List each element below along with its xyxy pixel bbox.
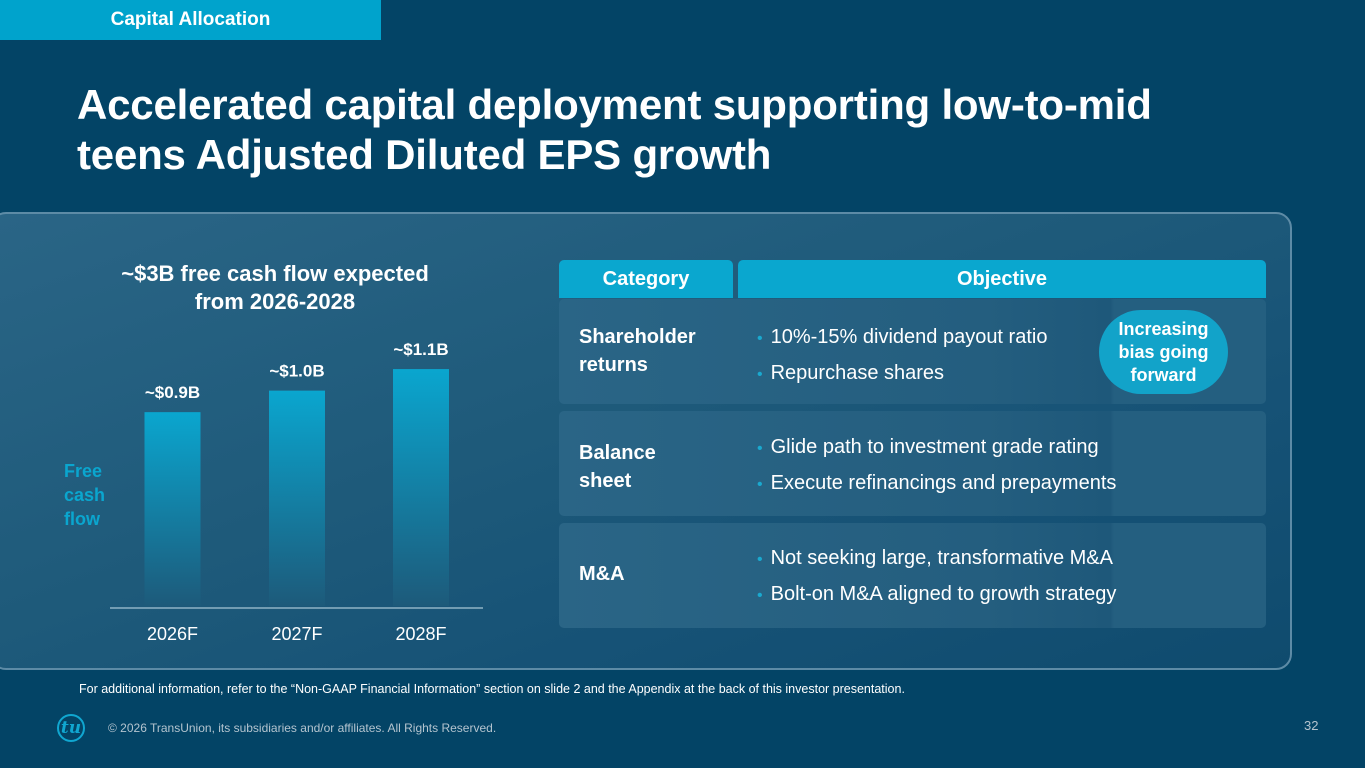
bullet-icon: •: [757, 551, 763, 568]
callout-line: bias going: [1118, 341, 1209, 362]
table-header-category: Category: [559, 260, 733, 298]
objective-item: • Glide path to investment grade rating: [757, 430, 1116, 466]
bar-2027F: [269, 390, 325, 606]
transunion-logo-icon: tu: [57, 714, 85, 742]
section-tab: Capital Allocation: [0, 0, 381, 40]
callout-line: forward: [1130, 364, 1197, 385]
chart-y-axis-label: Free cash flow: [64, 459, 105, 531]
objective-item: • Not seeking large, transformative M&A: [757, 541, 1116, 577]
callout-line: Increasing: [1118, 318, 1209, 339]
objective-text: Glide path to investment grade rating: [770, 436, 1099, 458]
objective-text: Not seeking large, transformative M&A: [770, 547, 1113, 569]
bullet-icon: •: [757, 476, 763, 493]
category-line: returns: [579, 354, 648, 376]
bullet-icon: •: [757, 440, 763, 457]
chart-title-line-2: from 2026-2028: [194, 289, 356, 314]
table-row-m-and-a: M&A • Not seeking large, transformative M…: [559, 523, 1266, 628]
table-header-objective: Objective: [738, 260, 1266, 298]
objective-list: • Not seeking large, transformative M&A •…: [757, 541, 1116, 613]
objective-text: 10%-15% dividend payout ratio: [770, 326, 1048, 348]
footnote: For additional information, refer to the…: [79, 682, 905, 696]
copyright: © 2026 TransUnion, its subsidiaries and/…: [108, 721, 497, 735]
category-line: M&A: [579, 563, 625, 585]
chart-title-line-1: ~$3B free cash flow expected: [121, 261, 429, 286]
objective-item: • Execute refinancings and prepayments: [757, 466, 1116, 502]
bullet-icon: •: [757, 330, 763, 347]
x-tick-label: 2027F: [271, 624, 322, 644]
row-category: M&A: [579, 560, 625, 588]
category-line: sheet: [579, 470, 632, 492]
objective-item: • 10%-15% dividend payout ratio: [757, 320, 1047, 356]
objective-item: • Repurchase shares: [757, 356, 1047, 392]
bar-value-label: ~$1.0B: [269, 362, 324, 381]
y-label-line: flow: [64, 509, 100, 529]
category-line: Shareholder: [579, 326, 696, 348]
objective-list: • Glide path to investment grade rating •…: [757, 430, 1116, 502]
x-tick-label: 2026F: [147, 624, 198, 644]
bar-2028F: [393, 369, 449, 606]
row-category: Balance sheet: [579, 439, 656, 495]
objective-text: Bolt-on M&A aligned to growth strategy: [770, 583, 1117, 605]
page-title: Accelerated capital deployment supportin…: [77, 81, 1152, 178]
x-tick-label: 2028F: [395, 624, 446, 644]
y-label-line: Free: [64, 461, 103, 481]
bar-2026F: [144, 412, 201, 606]
bullet-icon: •: [757, 587, 763, 604]
category-line: Balance: [579, 442, 656, 464]
y-label-line: cash: [64, 485, 106, 505]
table-row-balance-sheet: Balance sheet • Glide path to investment …: [559, 411, 1266, 516]
row-category: Shareholder returns: [579, 323, 696, 379]
objective-list: • 10%-15% dividend payout ratio • Repurcha…: [757, 320, 1047, 392]
bullet-icon: •: [757, 366, 763, 383]
bar-value-label: ~$0.9B: [145, 383, 200, 402]
bar-value-label: ~$1.1B: [393, 340, 448, 359]
objective-text: Repurchase shares: [770, 362, 945, 384]
increasing-bias-callout: Increasing bias going forward: [1099, 310, 1228, 394]
objective-item: • Bolt-on M&A aligned to growth strategy: [757, 577, 1116, 613]
objective-text: Execute refinancings and prepayments: [770, 472, 1117, 494]
chart-title: ~$3B free cash flow expected from 2026-2…: [100, 260, 450, 316]
page-number: 32: [1304, 718, 1319, 733]
